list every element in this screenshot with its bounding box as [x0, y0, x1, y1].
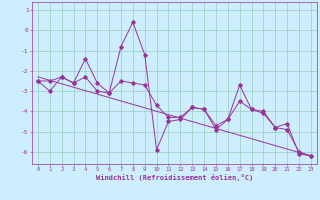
X-axis label: Windchill (Refroidissement éolien,°C): Windchill (Refroidissement éolien,°C)	[96, 174, 253, 181]
